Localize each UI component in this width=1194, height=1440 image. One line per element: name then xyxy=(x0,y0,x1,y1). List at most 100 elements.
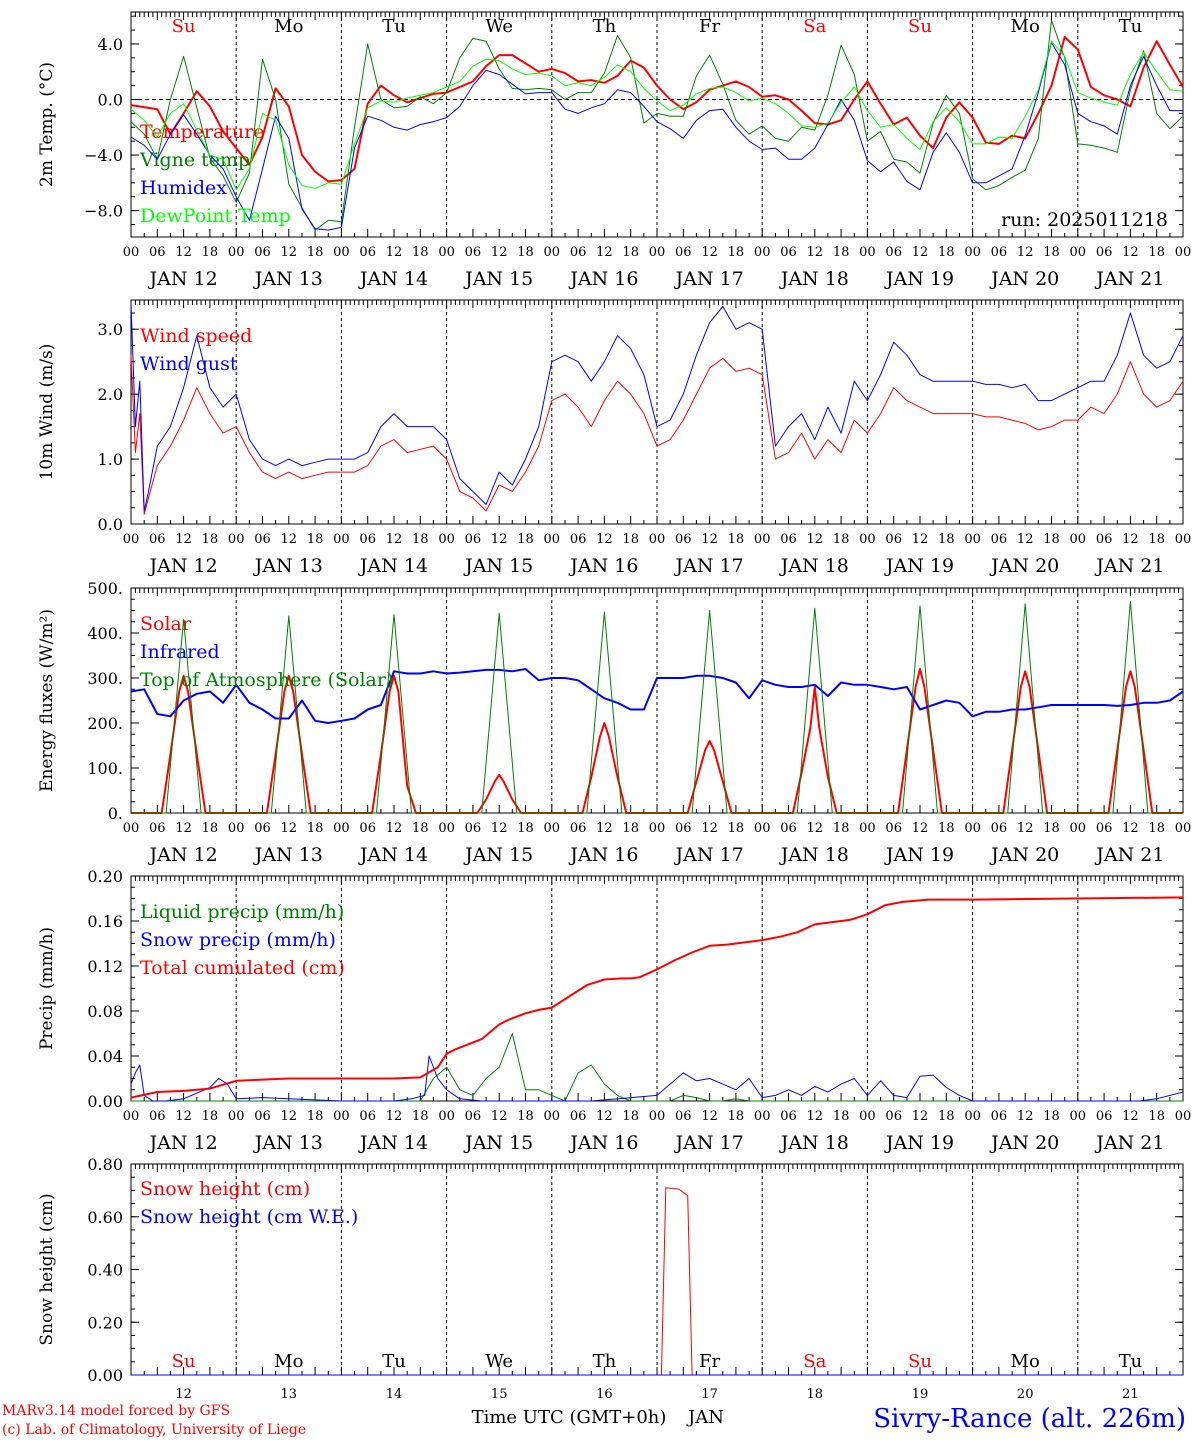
date-label: JAN 19 xyxy=(884,555,954,577)
hour-tick-label: 18 xyxy=(517,532,534,547)
date-label: JAN 13 xyxy=(253,555,323,577)
hour-tick-label: 12 xyxy=(596,532,613,547)
hour-tick-label: 06 xyxy=(570,821,587,836)
hour-tick-label: 06 xyxy=(1096,821,1113,836)
x-axis-ticks xyxy=(130,300,1184,524)
hour-tick-label: 12 xyxy=(807,532,824,547)
hour-tick-label: 06 xyxy=(991,532,1008,547)
hour-tick-label: 12 xyxy=(281,821,298,836)
y-tick-label: 300. xyxy=(87,669,123,688)
hour-tick-label: 00 xyxy=(544,245,561,260)
hour-tick-label: 06 xyxy=(991,1109,1008,1124)
hour-tick-label: 12 xyxy=(912,821,929,836)
hour-tick-label: 00 xyxy=(123,245,140,260)
weekday-label: Su xyxy=(908,16,932,37)
date-label: JAN 18 xyxy=(779,844,849,866)
panel-precip: 0.00 0.04 0.08 0.12 0.16 0.20 Precip (mm/h) Liq… xyxy=(37,867,1191,1154)
y-tick-label: 0.16 xyxy=(87,912,123,931)
date-label: JAN 12 xyxy=(148,555,218,577)
hour-tick-label: 12 xyxy=(1122,532,1139,547)
hour-tick-label: 12 xyxy=(701,245,718,260)
hour-tick-label: 18 xyxy=(833,821,850,836)
weekday-label: Tu xyxy=(1119,16,1143,37)
date-label: JAN 18 xyxy=(779,268,849,290)
hour-tick-label: 18 xyxy=(728,1109,745,1124)
hour-tick-label: 18 xyxy=(307,821,324,836)
date-label: JAN 15 xyxy=(463,555,533,577)
hour-tick-label: 00 xyxy=(333,245,350,260)
weekday-label: Th xyxy=(593,1351,617,1372)
legend-entry: Wind speed xyxy=(140,325,252,347)
hour-tick-label: 00 xyxy=(1070,1109,1087,1124)
hour-tick-label: 06 xyxy=(675,245,692,260)
hour-tick-label: 12 xyxy=(807,821,824,836)
weekday-label: Su xyxy=(172,1351,196,1372)
date-label: JAN 16 xyxy=(568,1132,638,1154)
date-label: JAN 20 xyxy=(989,555,1059,577)
day-number-label: 21 xyxy=(1122,1387,1139,1402)
hour-tick-label: 00 xyxy=(544,821,561,836)
series-line-temp-2 xyxy=(130,42,1183,231)
y-tick-label: 0.12 xyxy=(87,957,123,976)
hour-tick-label: 06 xyxy=(675,1109,692,1124)
y-tick-label: 0.60 xyxy=(87,1208,123,1227)
hour-tick-label: 00 xyxy=(859,821,876,836)
legend-entry: Wind gust xyxy=(140,353,238,375)
hour-tick-label: 00 xyxy=(1175,532,1192,547)
date-label: JAN 19 xyxy=(884,1132,954,1154)
legend-entry: Snow height (cm) xyxy=(140,1178,310,1200)
hour-tick-label: 12 xyxy=(701,821,718,836)
hour-tick-label: 18 xyxy=(1148,1109,1165,1124)
hour-tick-label: 06 xyxy=(1096,245,1113,260)
hour-tick-label: 06 xyxy=(149,245,166,260)
date-label: JAN 14 xyxy=(358,844,428,866)
date-label: JAN 17 xyxy=(674,1132,744,1154)
hour-tick-label: 18 xyxy=(412,245,429,260)
hour-tick-label: 06 xyxy=(149,532,166,547)
date-label: JAN 19 xyxy=(884,268,954,290)
day-number-label: 14 xyxy=(386,1387,403,1402)
hour-tick-label: 00 xyxy=(333,821,350,836)
hour-tick-label: 18 xyxy=(622,821,639,836)
legend-entry: Temperature xyxy=(140,121,264,143)
hour-tick-label: 12 xyxy=(491,245,508,260)
station-name: Sivry-Rance (alt. 226m) xyxy=(873,1404,1186,1434)
weekday-label: Mo xyxy=(274,1351,303,1372)
hour-tick-label: 00 xyxy=(859,245,876,260)
hour-tick-label: 00 xyxy=(544,1109,561,1124)
x-axis-ticks xyxy=(130,876,1184,1101)
hour-tick-label: 00 xyxy=(333,532,350,547)
date-label: JAN 16 xyxy=(568,844,638,866)
hour-tick-label: 06 xyxy=(675,532,692,547)
x-axis-month: JAN xyxy=(686,1407,724,1428)
hour-tick-label: 00 xyxy=(228,245,245,260)
date-label: JAN 12 xyxy=(148,1132,218,1154)
hour-tick-label: 18 xyxy=(833,245,850,260)
hour-tick-label: 18 xyxy=(622,245,639,260)
series-line-precip-0 xyxy=(131,1033,1183,1102)
hour-tick-label: 06 xyxy=(675,821,692,836)
hour-tick-label: 18 xyxy=(307,245,324,260)
hour-tick-label: 12 xyxy=(175,532,192,547)
y-tick-label: 1.0 xyxy=(98,450,123,469)
hour-tick-label: 06 xyxy=(359,245,376,260)
hour-tick-label: 06 xyxy=(991,821,1008,836)
weekday-label: We xyxy=(485,1351,513,1372)
hour-tick-label: 18 xyxy=(938,532,955,547)
y-tick-label: 0.20 xyxy=(87,867,123,886)
hour-tick-label: 18 xyxy=(622,532,639,547)
series-line-temp-3 xyxy=(130,40,1184,191)
date-label: JAN 14 xyxy=(358,555,428,577)
date-label: JAN 16 xyxy=(568,555,638,577)
x-axis-title: Time UTC (GMT+0h) xyxy=(472,1407,667,1428)
weekday-label: Fr xyxy=(699,1351,720,1372)
date-label: JAN 15 xyxy=(463,1132,533,1154)
weekday-label: Fr xyxy=(699,16,720,37)
day-number-label: 17 xyxy=(701,1387,718,1402)
legend-entry: Top of Atmosphere (Solar) xyxy=(140,669,393,691)
hour-tick-label: 12 xyxy=(175,1109,192,1124)
hour-tick-label: 00 xyxy=(859,1109,876,1124)
hour-tick-label: 18 xyxy=(202,1109,219,1124)
y-axis-label: Precip (mm/h) xyxy=(37,927,57,1050)
y-axis-label: Energy fluxes (W/m²) xyxy=(37,609,57,792)
